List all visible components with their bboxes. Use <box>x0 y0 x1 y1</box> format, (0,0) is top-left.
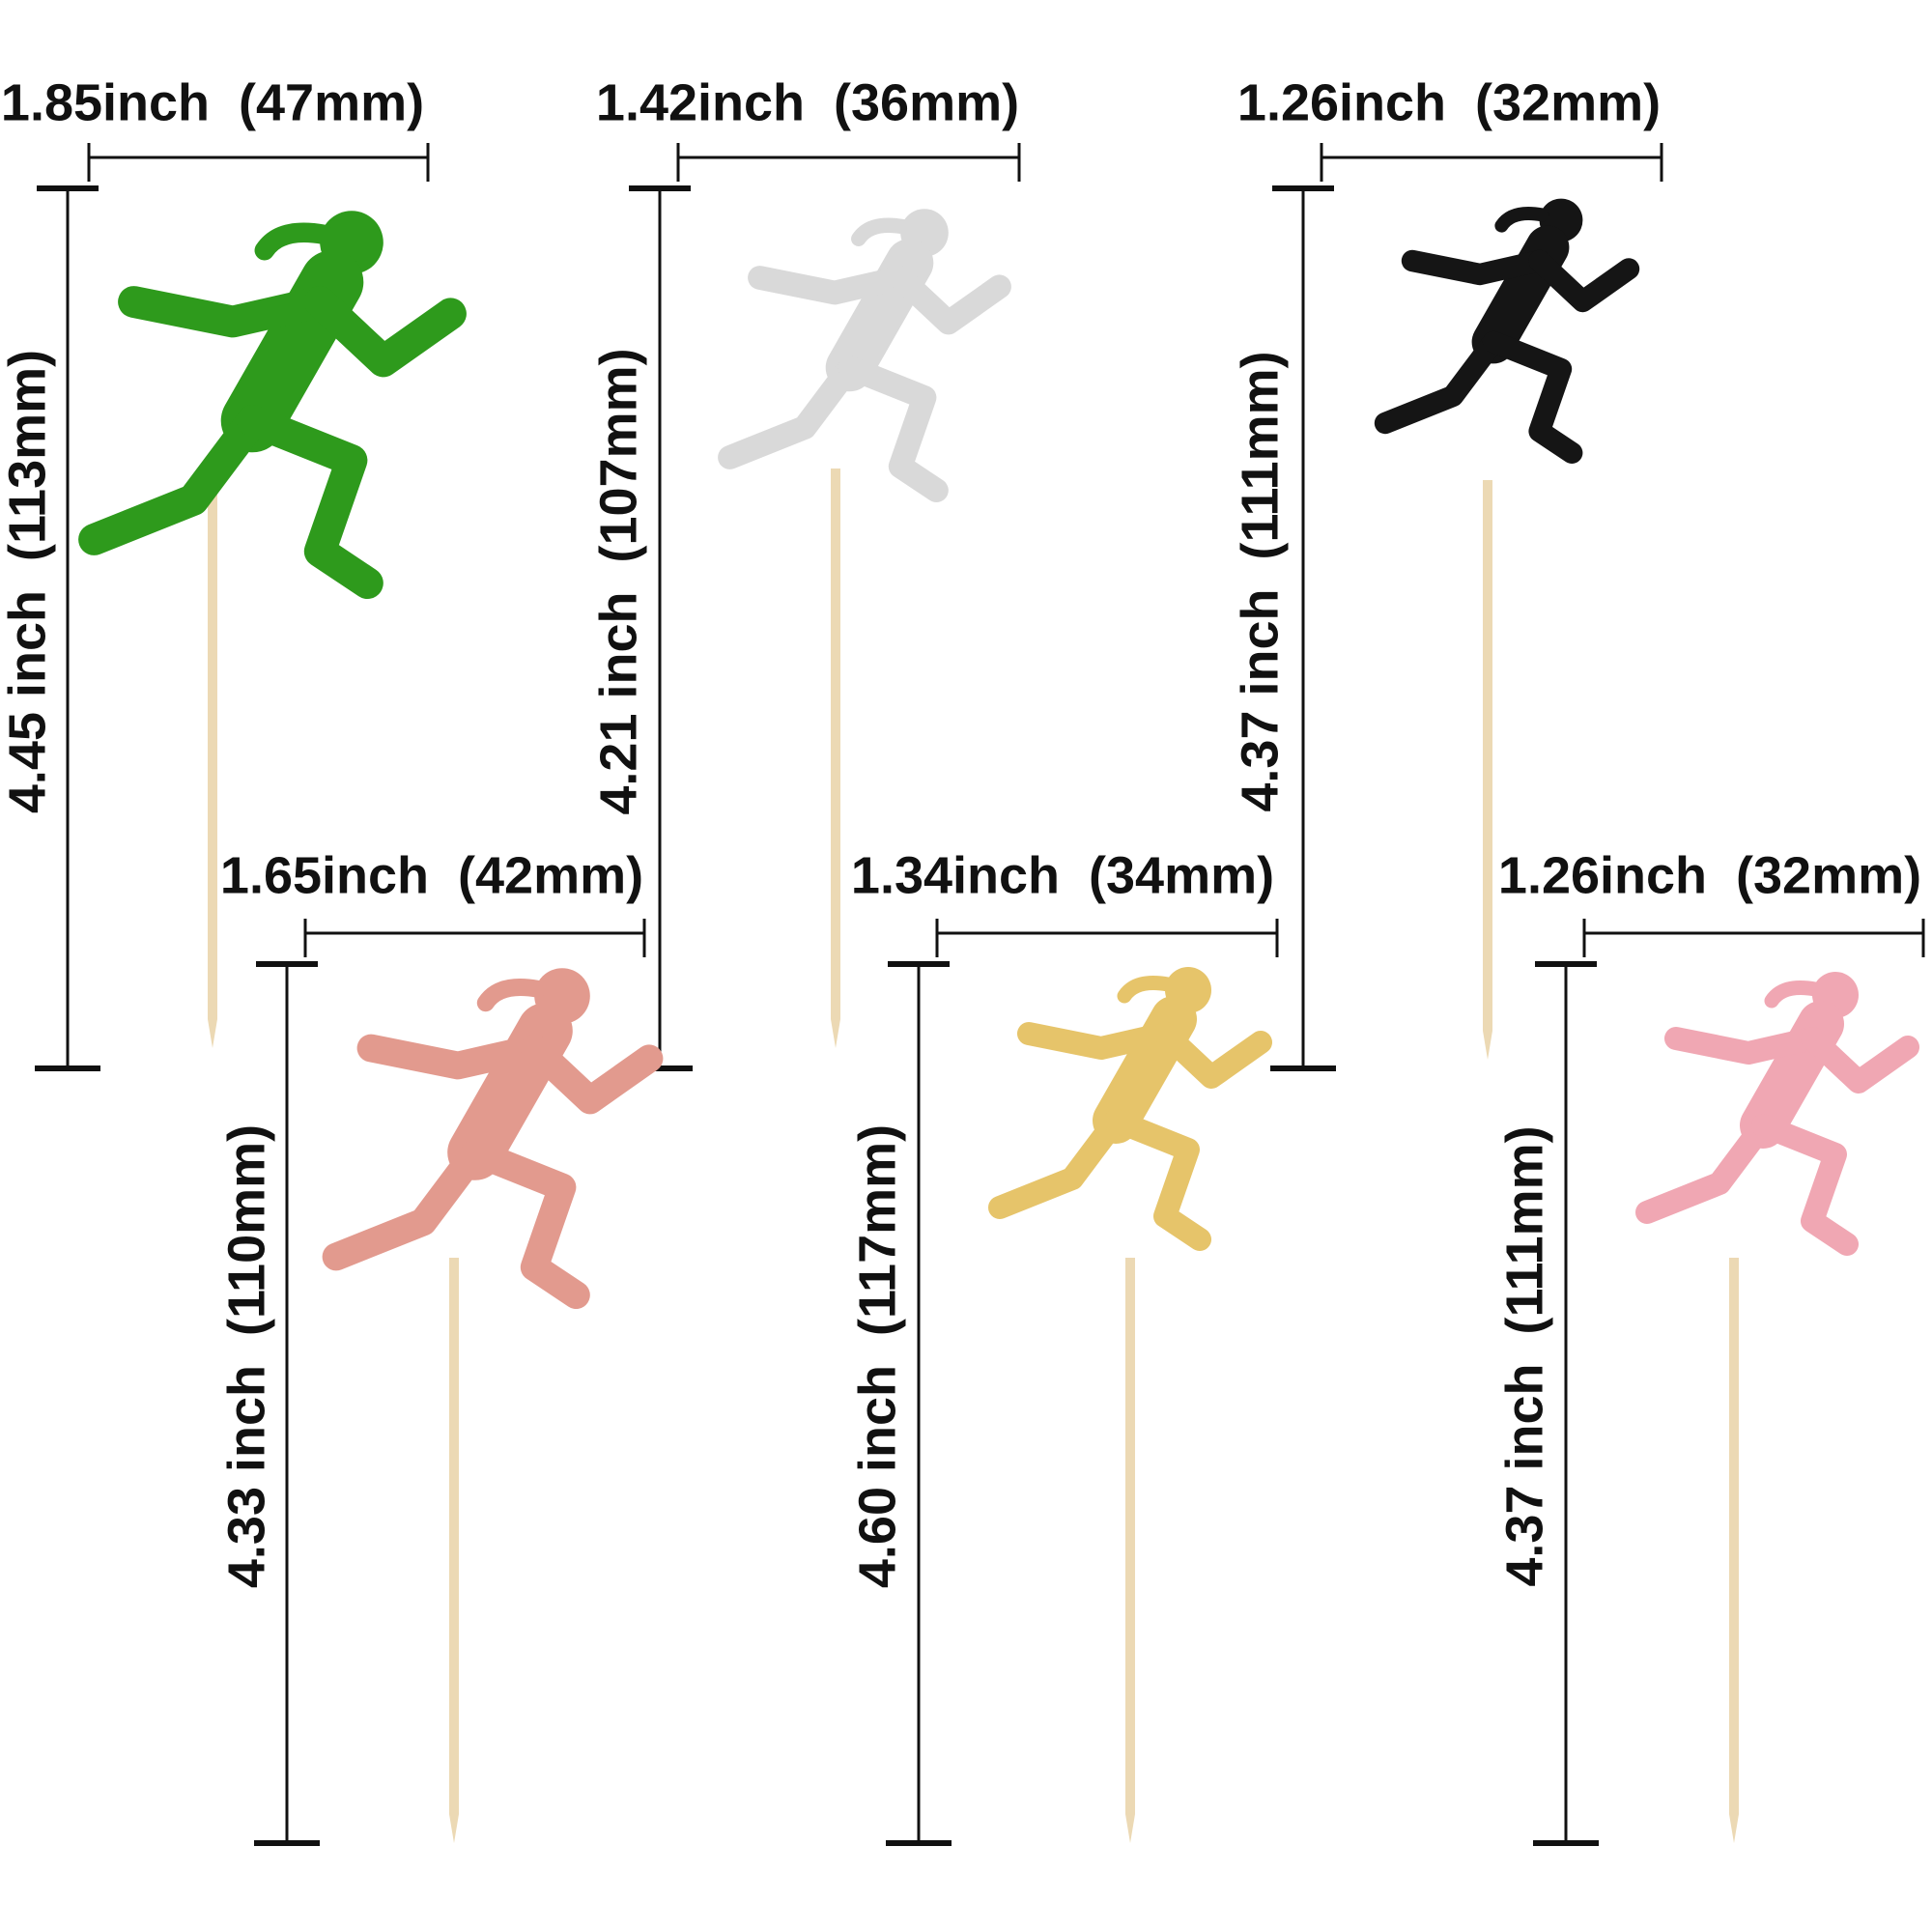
runner-limb <box>1482 330 1583 464</box>
runner-limb <box>1401 249 1550 286</box>
runner-hair <box>1764 980 1823 1009</box>
runner-limb <box>1374 330 1505 435</box>
height-label: 4.45 inch (113mm) <box>0 350 56 813</box>
stick <box>831 469 840 1019</box>
width-label: 1.26inch (32mm) <box>1237 73 1661 131</box>
runner-hair <box>254 222 334 261</box>
topper: 1.65inch (42mm) 4.33 inch (110mm) <box>217 846 664 1846</box>
stick-tip <box>831 1019 840 1048</box>
stick <box>1125 1258 1135 1814</box>
runner-limb <box>1664 1027 1824 1065</box>
runner-silhouette <box>988 967 1272 1251</box>
runner-limb <box>888 266 1011 335</box>
runner-hair <box>1117 976 1176 1004</box>
runner-silhouette <box>78 211 467 599</box>
height-label: 4.21 inch (107mm) <box>589 348 647 814</box>
runner-limb <box>748 266 913 305</box>
runner-limb <box>1104 1109 1211 1251</box>
stick-tip <box>1483 1031 1492 1060</box>
width-label: 1.65inch (42mm) <box>220 846 643 904</box>
runner-limb <box>237 405 384 599</box>
runner-limb <box>520 1034 664 1115</box>
runner-hair <box>1494 207 1549 233</box>
runner-limb <box>838 355 949 502</box>
topper: 1.26inch (32mm) 4.37 inch (111mm) <box>1231 73 1663 1071</box>
runner-silhouette <box>1635 972 1919 1256</box>
stick <box>1729 1258 1739 1814</box>
runner-limb <box>322 1138 490 1271</box>
height-label: 4.33 inch (110mm) <box>217 1124 275 1588</box>
width-label: 1.85inch (47mm) <box>1 73 424 131</box>
runner-limb <box>1801 1027 1919 1094</box>
stick-tip <box>449 1814 459 1843</box>
runner-silhouette <box>718 209 1011 502</box>
width-label: 1.42inch (36mm) <box>596 73 1019 131</box>
topper: 1.26inch (32mm) 4.37 inch (111mm) <box>1495 846 1925 1846</box>
runner-limb <box>1751 1114 1859 1256</box>
runner-limb <box>303 286 467 378</box>
topper: 1.85inch (47mm) 4.45 inch (113mm) <box>0 73 467 1071</box>
height-label: 4.37 inch (111mm) <box>1231 351 1289 811</box>
runner-limb <box>461 1138 590 1309</box>
stick <box>208 469 217 1019</box>
runner-limb <box>1153 1022 1272 1089</box>
width-label: 1.34inch (34mm) <box>851 846 1274 904</box>
topper: 1.34inch (34mm) 4.60 inch (117mm) <box>848 846 1279 1846</box>
width-label: 1.26inch (32mm) <box>1498 846 1921 904</box>
height-label: 4.60 inch (117mm) <box>848 1124 906 1588</box>
runner-limb <box>78 405 269 555</box>
runner-hair <box>851 217 912 246</box>
runner-limb <box>356 1034 549 1080</box>
height-label: 4.37 inch (111mm) <box>1495 1125 1553 1586</box>
runner-hair <box>476 979 547 1012</box>
stick-tip <box>208 1019 217 1048</box>
topper: 1.42inch (36mm) 4.21 inch (107mm) <box>589 73 1021 1071</box>
runner-limb <box>988 1109 1127 1219</box>
runner-silhouette <box>322 968 664 1309</box>
stick <box>1483 480 1492 1031</box>
stick-tip <box>1729 1814 1739 1843</box>
runner-limb <box>118 286 336 338</box>
runner-silhouette <box>1374 198 1640 464</box>
stick <box>449 1258 459 1814</box>
stick-tip <box>1125 1814 1135 1843</box>
runner-limb <box>1017 1022 1177 1060</box>
runner-limb <box>718 355 862 469</box>
runner-limb <box>1528 249 1640 313</box>
runner-limb <box>1635 1114 1775 1224</box>
